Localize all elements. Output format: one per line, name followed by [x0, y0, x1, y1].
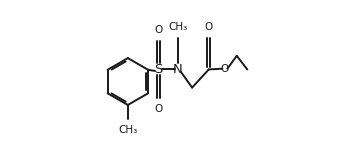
Text: O: O	[205, 22, 213, 32]
Text: CH₃: CH₃	[118, 125, 137, 135]
Text: CH₃: CH₃	[168, 22, 187, 32]
Text: O: O	[221, 64, 229, 74]
Text: S: S	[154, 63, 162, 76]
Text: N: N	[173, 63, 183, 76]
Text: O: O	[154, 25, 162, 35]
Text: O: O	[154, 104, 162, 114]
